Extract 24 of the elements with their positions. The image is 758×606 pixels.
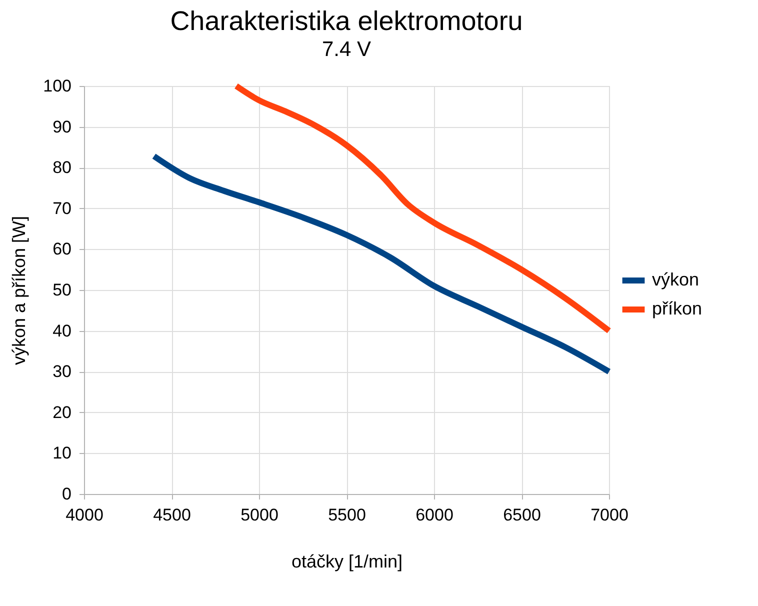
x-tick-label: 5000 <box>240 506 278 524</box>
y-tick-label: 50 <box>52 280 72 300</box>
y-tick-label: 90 <box>52 117 72 136</box>
x-tick-label: 4000 <box>66 506 104 524</box>
y-axis-title: výkon a příkon [W] <box>9 216 30 366</box>
y-tick-label: 40 <box>52 321 72 340</box>
x-tick-label: 5500 <box>328 506 366 524</box>
chart-subtitle: 7.4 V <box>322 38 372 61</box>
y-tick-label: 100 <box>43 76 72 96</box>
y-tick-label: 70 <box>52 198 72 218</box>
x-tick-label: 4500 <box>153 506 191 524</box>
y-tick-label: 80 <box>52 158 72 178</box>
x-tick-label: 6500 <box>503 506 541 524</box>
x-tick-label: 7000 <box>590 506 628 524</box>
chart-title: Charakteristika elektromotoru <box>170 6 523 36</box>
legend-label: příkon <box>652 298 702 318</box>
y-tick-label: 0 <box>62 484 72 504</box>
y-tick-label: 60 <box>52 240 72 259</box>
y-tick-label: 10 <box>52 444 72 463</box>
legend-label: výkon <box>652 270 700 290</box>
y-tick-label: 20 <box>52 402 72 422</box>
y-tick-label: 30 <box>52 362 72 382</box>
x-axis-title: otáčky [1/min] <box>291 552 403 572</box>
x-tick-label: 6000 <box>416 506 454 524</box>
